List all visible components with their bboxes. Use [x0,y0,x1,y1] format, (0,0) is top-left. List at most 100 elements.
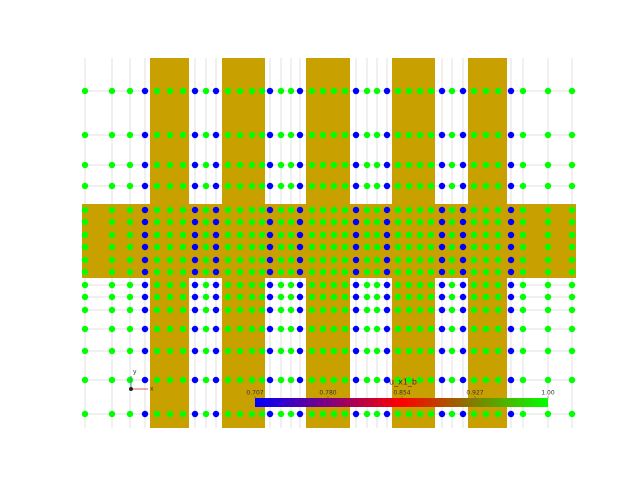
point [153,268,161,276]
point [277,218,285,226]
point [330,218,338,226]
point [416,161,424,169]
point [191,256,199,264]
point [544,268,552,276]
point [568,347,576,355]
point [153,306,161,314]
point [212,231,220,239]
point [191,376,199,384]
point [141,281,149,289]
point [438,218,446,226]
point [330,256,338,264]
point [405,281,413,289]
point [363,243,371,251]
point [352,293,360,301]
point [248,182,256,190]
point [373,161,381,169]
point [108,243,116,251]
point [202,347,210,355]
point [191,231,199,239]
point [416,231,424,239]
point [308,325,316,333]
point [248,231,256,239]
point [544,243,552,251]
point [287,281,295,289]
point [448,306,456,314]
point [319,231,327,239]
point [363,410,371,418]
point [248,281,256,289]
point [448,243,456,251]
point [352,206,360,214]
point [394,376,402,384]
point [470,161,478,169]
point [544,87,552,95]
point [308,87,316,95]
point [459,410,467,418]
point [352,268,360,276]
point [363,306,371,314]
point [153,218,161,226]
point [352,218,360,226]
point [459,268,467,276]
point [448,206,456,214]
point [394,182,402,190]
point [258,306,266,314]
point [373,182,381,190]
point [519,161,527,169]
point [544,161,552,169]
point [405,268,413,276]
point [166,256,174,264]
point [179,256,187,264]
point [308,243,316,251]
point [405,376,413,384]
point [482,206,490,214]
point [191,131,199,139]
point [81,218,89,226]
point [266,87,274,95]
point [202,281,210,289]
point [448,325,456,333]
point [224,410,232,418]
point [383,243,391,251]
point [248,325,256,333]
point [296,410,304,418]
point [405,347,413,355]
point [459,206,467,214]
point [277,231,285,239]
point [277,281,285,289]
point [416,87,424,95]
point [427,293,435,301]
point [141,131,149,139]
point [482,410,490,418]
point [448,87,456,95]
point [248,87,256,95]
colorbar-bar [255,398,548,407]
point [373,87,381,95]
point [394,243,402,251]
point [519,293,527,301]
point [179,161,187,169]
point [427,306,435,314]
point [544,347,552,355]
point [438,243,446,251]
point [416,293,424,301]
point [126,268,134,276]
point [287,206,295,214]
point [568,410,576,418]
point [352,281,360,289]
point [248,306,256,314]
point [166,410,174,418]
point [383,131,391,139]
point [179,410,187,418]
point [373,281,381,289]
point [507,293,515,301]
point [544,281,552,289]
point [212,410,220,418]
point [438,268,446,276]
point [341,256,349,264]
point [179,243,187,251]
point [308,281,316,289]
point [519,347,527,355]
point [330,306,338,314]
